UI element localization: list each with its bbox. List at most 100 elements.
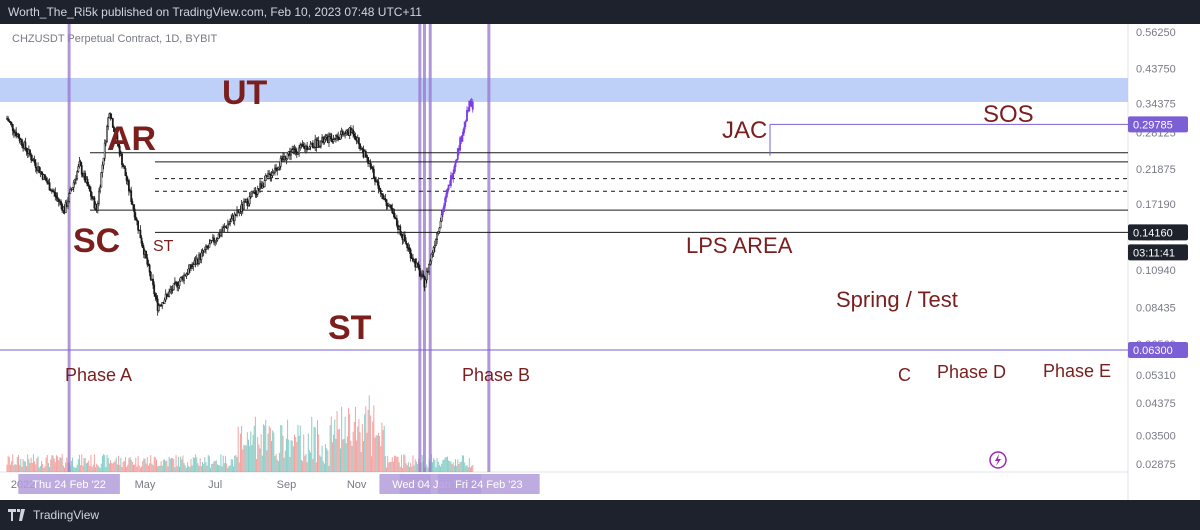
candle: [24, 137, 27, 151]
candle-body: [374, 177, 376, 182]
volume-bar: [276, 459, 278, 472]
candle: [334, 134, 337, 143]
candle: [429, 259, 432, 266]
candle: [374, 176, 376, 186]
volume-bar: [101, 455, 103, 472]
candle: [38, 166, 41, 174]
volume-bar: [21, 466, 23, 472]
candle-body: [367, 157, 370, 164]
candle-body: [64, 202, 67, 214]
label-ut: UT: [222, 74, 268, 112]
volume-bar: [190, 459, 192, 472]
candle: [216, 237, 219, 242]
volume-bar: [405, 463, 407, 472]
volume-bar: [435, 467, 437, 472]
volume-bar: [161, 465, 163, 472]
candle: [40, 171, 43, 176]
candle-body: [153, 284, 156, 295]
candle: [403, 231, 406, 242]
volume-bar: [168, 456, 170, 472]
y-tick-label: 0.08435: [1136, 303, 1176, 315]
volume-bar: [39, 465, 41, 472]
candle: [352, 125, 355, 138]
volume-bar: [353, 422, 355, 472]
candle-body: [70, 189, 73, 191]
volume-bar: [306, 462, 308, 472]
volume-bar: [137, 455, 139, 472]
volume-bar: [98, 466, 100, 472]
label-ar: AR: [107, 120, 156, 158]
candle: [168, 288, 171, 298]
volume-bar: [233, 466, 235, 472]
volume-bar: [452, 462, 454, 472]
candle-body: [164, 293, 167, 301]
candle: [30, 152, 33, 164]
candle: [102, 157, 105, 170]
candle-body: [161, 302, 164, 306]
volume-bar: [335, 438, 337, 472]
candle-body: [134, 216, 137, 220]
candle-body: [247, 203, 250, 206]
volume-bar: [456, 465, 458, 472]
volume-bar: [318, 434, 320, 472]
volume-bar: [367, 409, 369, 472]
volume-bar: [277, 461, 279, 472]
candle-body: [146, 257, 149, 265]
candle-body: [339, 134, 342, 140]
candle: [139, 225, 142, 239]
volume-bar: [126, 466, 128, 472]
candle-body: [382, 194, 384, 200]
candle-body: [369, 161, 372, 168]
candle: [420, 271, 422, 281]
candle-body: [306, 145, 309, 150]
candle: [409, 248, 412, 262]
volume-bar: [426, 464, 428, 472]
candle-body: [205, 245, 207, 250]
candle-body: [276, 169, 279, 171]
volume-bar: [397, 456, 399, 472]
volume-bar: [26, 466, 28, 472]
candle: [400, 231, 403, 239]
candle-body: [48, 182, 51, 191]
candle: [33, 155, 36, 166]
candle: [405, 237, 407, 246]
volume-bar: [412, 455, 414, 472]
candle-body: [96, 202, 99, 211]
candle-body: [111, 118, 114, 128]
candle-body: [332, 139, 335, 142]
tradingview-brand[interactable]: TradingView: [8, 508, 99, 522]
candle: [75, 175, 77, 185]
candle-body: [80, 165, 83, 175]
volume-bar: [7, 455, 9, 472]
candle: [447, 184, 450, 192]
volume-bar: [124, 456, 126, 472]
volume-bar: [150, 455, 152, 472]
candle: [209, 239, 212, 245]
volume-bar: [323, 463, 325, 472]
candle-body: [430, 253, 433, 262]
candle-body: [438, 227, 441, 232]
candle-body: [54, 191, 57, 197]
candle: [297, 151, 299, 155]
volume-bar: [27, 454, 29, 472]
volume-bar: [95, 467, 97, 472]
candle-body: [208, 243, 211, 248]
candle-body: [30, 154, 33, 160]
candle: [206, 244, 209, 250]
candle: [233, 211, 236, 226]
candle-body: [226, 223, 229, 229]
candlestick-chart[interactable]: CHZUSDT Perpetual Contract, 1D, BYBIT SC…: [0, 24, 1200, 500]
volume-bar: [59, 457, 61, 472]
x-tick-label: Sep: [277, 479, 297, 491]
candle: [191, 262, 194, 269]
candle-body: [102, 157, 105, 166]
candle: [109, 112, 112, 121]
lightning-icon[interactable]: [989, 451, 1007, 469]
candle-body: [431, 252, 434, 255]
candle-body: [320, 140, 322, 147]
volume-bar: [264, 425, 266, 472]
candle-body: [124, 168, 127, 176]
candle: [118, 143, 121, 158]
volume-bar: [227, 467, 229, 472]
candle-body: [462, 128, 465, 136]
